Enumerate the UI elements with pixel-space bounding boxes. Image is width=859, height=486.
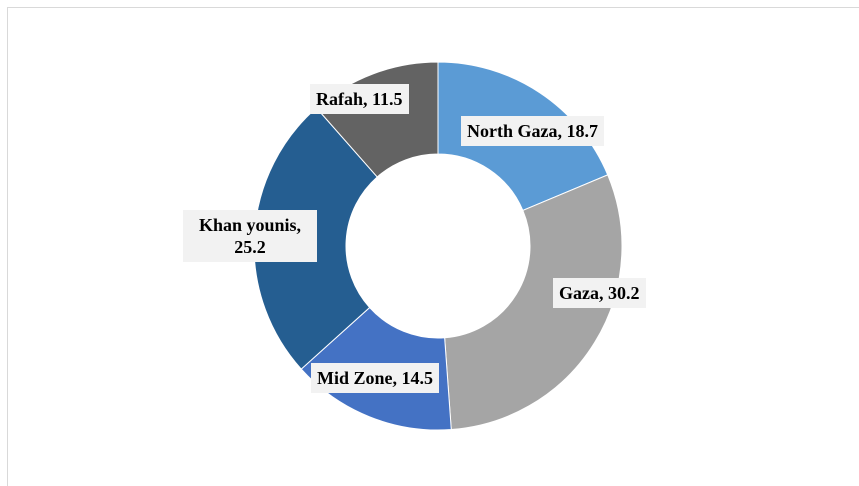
data-label-mid-zone: Mid Zone, 14.5 bbox=[311, 363, 440, 393]
data-label-rafah: Rafah, 11.5 bbox=[310, 84, 409, 114]
data-label-gaza: Gaza, 30.2 bbox=[553, 278, 646, 308]
data-label-north-gaza: North Gaza, 18.7 bbox=[461, 116, 604, 146]
data-label-khan-younis: Khan younis, 25.2 bbox=[183, 210, 317, 262]
slice-gaza bbox=[444, 174, 623, 431]
